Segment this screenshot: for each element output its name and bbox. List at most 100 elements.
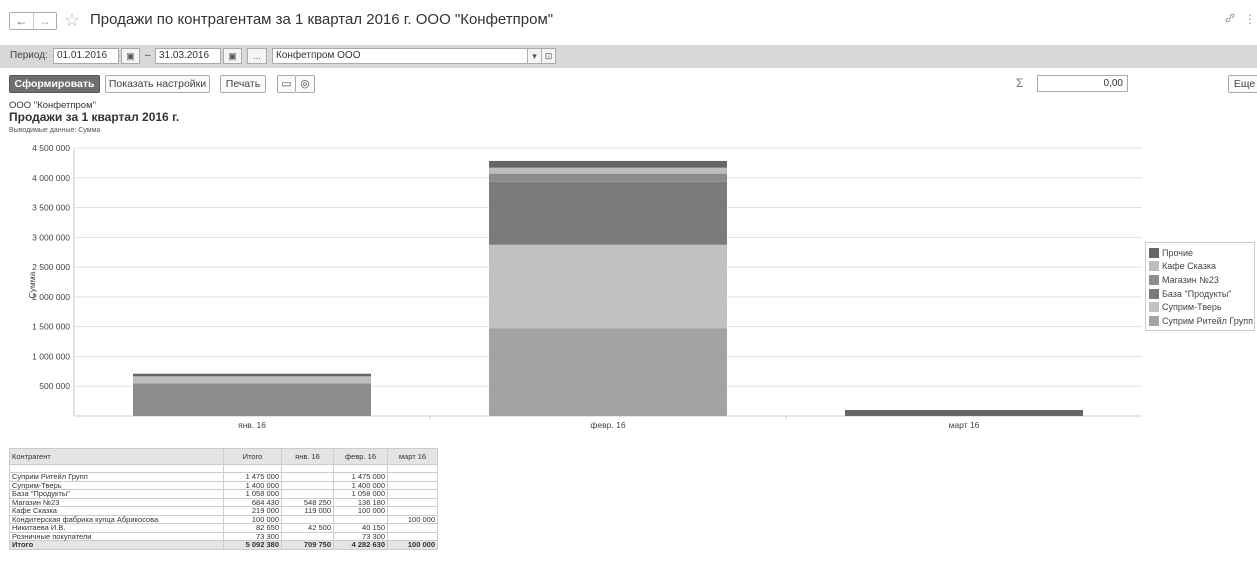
forward-arrow-icon[interactable]: → — [32, 13, 57, 29]
table-cell: 1 475 000 — [223, 472, 282, 482]
bar-segment — [489, 160, 727, 168]
table-cell: Розничные покупатели — [9, 531, 224, 541]
legend-label: База "Продукты" — [1162, 288, 1232, 299]
legend-label: Суприм-Тверь — [1162, 302, 1222, 313]
calendar-from-icon[interactable]: ▣ — [121, 48, 140, 64]
legend-swatch — [1149, 288, 1159, 299]
table-cell: Суприм Ритейл Групп — [9, 472, 224, 482]
legend-item: Кафе Сказка — [1149, 260, 1251, 274]
table-cell: Кафе Сказка — [9, 506, 224, 516]
period-bar: Период: 01.01.2016 ▣ – 31.03.2016 ▣ ... … — [0, 45, 1257, 68]
table-cell — [387, 531, 438, 541]
link-icon-glyph — [1225, 13, 1235, 23]
print-button[interactable]: Печать — [220, 75, 266, 93]
table-cell: 100 000 — [333, 506, 388, 516]
back-arrow-icon[interactable]: ← — [15, 14, 28, 28]
x-tick-label: март 16 — [949, 420, 980, 430]
table-row: Суприм-Тверь 1 400 000 1 400 000 — [9, 480, 438, 490]
report-title: Продажи за 1 квартал 2016 г. — [9, 110, 180, 124]
legend-swatch — [1149, 247, 1159, 258]
favorite-star-icon[interactable]: ☆ — [64, 10, 81, 30]
period-from-field[interactable]: 01.01.2016 — [53, 48, 119, 64]
legend-swatch — [1149, 274, 1159, 285]
sum-field[interactable]: 0,00 — [1037, 75, 1128, 92]
table-cell — [387, 489, 438, 499]
table-total-row: Итого 5 092 380 709 750 4 282 630 100 000 — [9, 540, 438, 550]
link-icon[interactable] — [1225, 12, 1235, 26]
bar-segment — [489, 244, 727, 329]
table-row: Кафе Сказка 219 000 119 000 100 000 — [9, 506, 438, 516]
legend-swatch — [1149, 302, 1159, 313]
navigation-buttons: ← → — [9, 12, 57, 30]
table-row: Суприм Ритейл Групп 1 475 000 1 475 000 — [9, 472, 438, 482]
legend-item: Прочие — [1149, 246, 1251, 260]
bar-segment — [133, 383, 371, 416]
table-cell: 73 300 — [223, 531, 282, 541]
table-cell — [387, 497, 438, 507]
period-dash: – — [145, 50, 151, 61]
header-total: Итого — [223, 448, 282, 465]
more-button[interactable]: Еще — [1228, 75, 1257, 93]
table-cell: База "Продукты" — [9, 489, 224, 499]
legend-swatch — [1149, 261, 1159, 272]
bar-segment — [489, 167, 727, 174]
y-tick-label: 4 500 000 — [32, 143, 70, 153]
chart-legend: Прочие Кафе Сказка Магазин №23 База "Продук… — [1145, 242, 1255, 331]
dropdown-icon[interactable]: ▾ — [528, 48, 542, 64]
table-cell: 100 000 — [387, 540, 438, 550]
report-subtitle: Выводимые данные: Сумма — [9, 127, 101, 134]
info-icon[interactable]: ◎ — [296, 75, 315, 93]
report-organization: ООО "Конфетпром" — [9, 100, 96, 111]
table-cell: 219 000 — [223, 506, 282, 516]
title-bar: ← → ☆ Продажи по контрагентам за 1 кварт… — [0, 0, 1257, 44]
sales-table: Контрагент Итого янв. 16 февр. 16 март 1… — [9, 448, 438, 550]
window-title: Продажи по контрагентам за 1 квартал 201… — [90, 11, 554, 28]
table-cell: Итого — [9, 540, 224, 550]
table-cell: 709 750 — [281, 540, 334, 550]
table-spacer — [9, 464, 438, 473]
table-cell — [387, 506, 438, 516]
table-row: Розничные покупатели 73 300 73 300 — [9, 531, 438, 541]
legend-swatch — [1149, 315, 1159, 326]
table-cell: 1 475 000 — [333, 472, 388, 482]
legend-label: Кафе Сказка — [1162, 261, 1216, 272]
y-tick-label: 2 500 000 — [32, 262, 70, 272]
bar-segment — [133, 373, 371, 377]
period-to-field[interactable]: 31.03.2016 — [155, 48, 221, 64]
y-tick-label: 2 000 000 — [32, 292, 70, 302]
table-cell: 1 058 000 — [333, 489, 388, 499]
y-axis-label: Сумма — [27, 271, 37, 298]
y-tick-label: 3 500 000 — [32, 203, 70, 213]
bar-segment — [845, 410, 1083, 416]
organization-field[interactable]: Конфетпром ООО — [272, 48, 528, 64]
header-mar: март 16 — [387, 448, 438, 465]
table-cell: Никитаева И.В. — [9, 523, 224, 533]
table-cell: 100 000 — [387, 514, 438, 524]
save-icon[interactable]: ▭ — [277, 75, 296, 93]
legend-item: База "Продукты" — [1149, 287, 1251, 301]
table-cell: 73 300 — [333, 531, 388, 541]
open-organization-icon[interactable]: ⊡ — [542, 48, 556, 64]
table-row: База "Продукты" 1 058 000 1 058 000 — [9, 489, 438, 499]
table-cell: 82 650 — [223, 523, 282, 533]
sigma-icon: Σ — [1016, 76, 1024, 90]
table-cell — [281, 489, 334, 499]
generate-button[interactable]: Сформировать — [9, 75, 100, 93]
table-cell — [281, 531, 334, 541]
x-tick-label: янв. 16 — [238, 420, 266, 430]
legend-label: Суприм Ритейл Групп — [1162, 315, 1253, 326]
choose-period-button[interactable]: ... — [247, 48, 267, 64]
table-header-row: Контрагент Итого янв. 16 февр. 16 март 1… — [9, 448, 438, 465]
table-cell: 40 150 — [333, 523, 388, 533]
show-settings-button[interactable]: Показать настройки — [105, 75, 210, 93]
legend-label: Магазин №23 — [1162, 274, 1219, 285]
sales-chart: 500 000 1 000 000 1 500 000 2 000 000 2 500 … — [27, 143, 1142, 430]
table-cell: 1 058 000 — [223, 489, 282, 499]
more-menu-icon[interactable]: ⋮ — [1244, 12, 1256, 26]
table-cell: 4 282 630 — [333, 540, 388, 550]
bar-segment — [489, 173, 727, 182]
x-tick-label: февр. 16 — [590, 420, 625, 430]
calendar-to-icon[interactable]: ▣ — [223, 48, 242, 64]
bar-segment — [133, 376, 371, 384]
period-label: Период: — [10, 50, 48, 61]
